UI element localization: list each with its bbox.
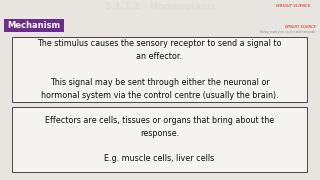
FancyBboxPatch shape (12, 107, 307, 172)
Text: WRIGHT SCIENCE: WRIGHT SCIENCE (285, 25, 316, 29)
Text: 5.1.1.2 - Homeostasis: 5.1.1.2 - Homeostasis (105, 2, 215, 11)
FancyBboxPatch shape (4, 19, 64, 32)
Text: Mechanism: Mechanism (7, 21, 60, 30)
FancyBboxPatch shape (12, 37, 307, 102)
Text: The stimulus causes the sensory receptor to send a signal to
an effector.

This : The stimulus causes the sensory receptor… (37, 39, 282, 100)
Text: Biology made clear, concise and memorable: Biology made clear, concise and memorabl… (260, 30, 316, 34)
Text: Effectors are cells, tissues or organs that bring about the
response.

E.g. musc: Effectors are cells, tissues or organs t… (45, 116, 274, 163)
Text: WRIGHT SCIENCE: WRIGHT SCIENCE (276, 4, 310, 8)
